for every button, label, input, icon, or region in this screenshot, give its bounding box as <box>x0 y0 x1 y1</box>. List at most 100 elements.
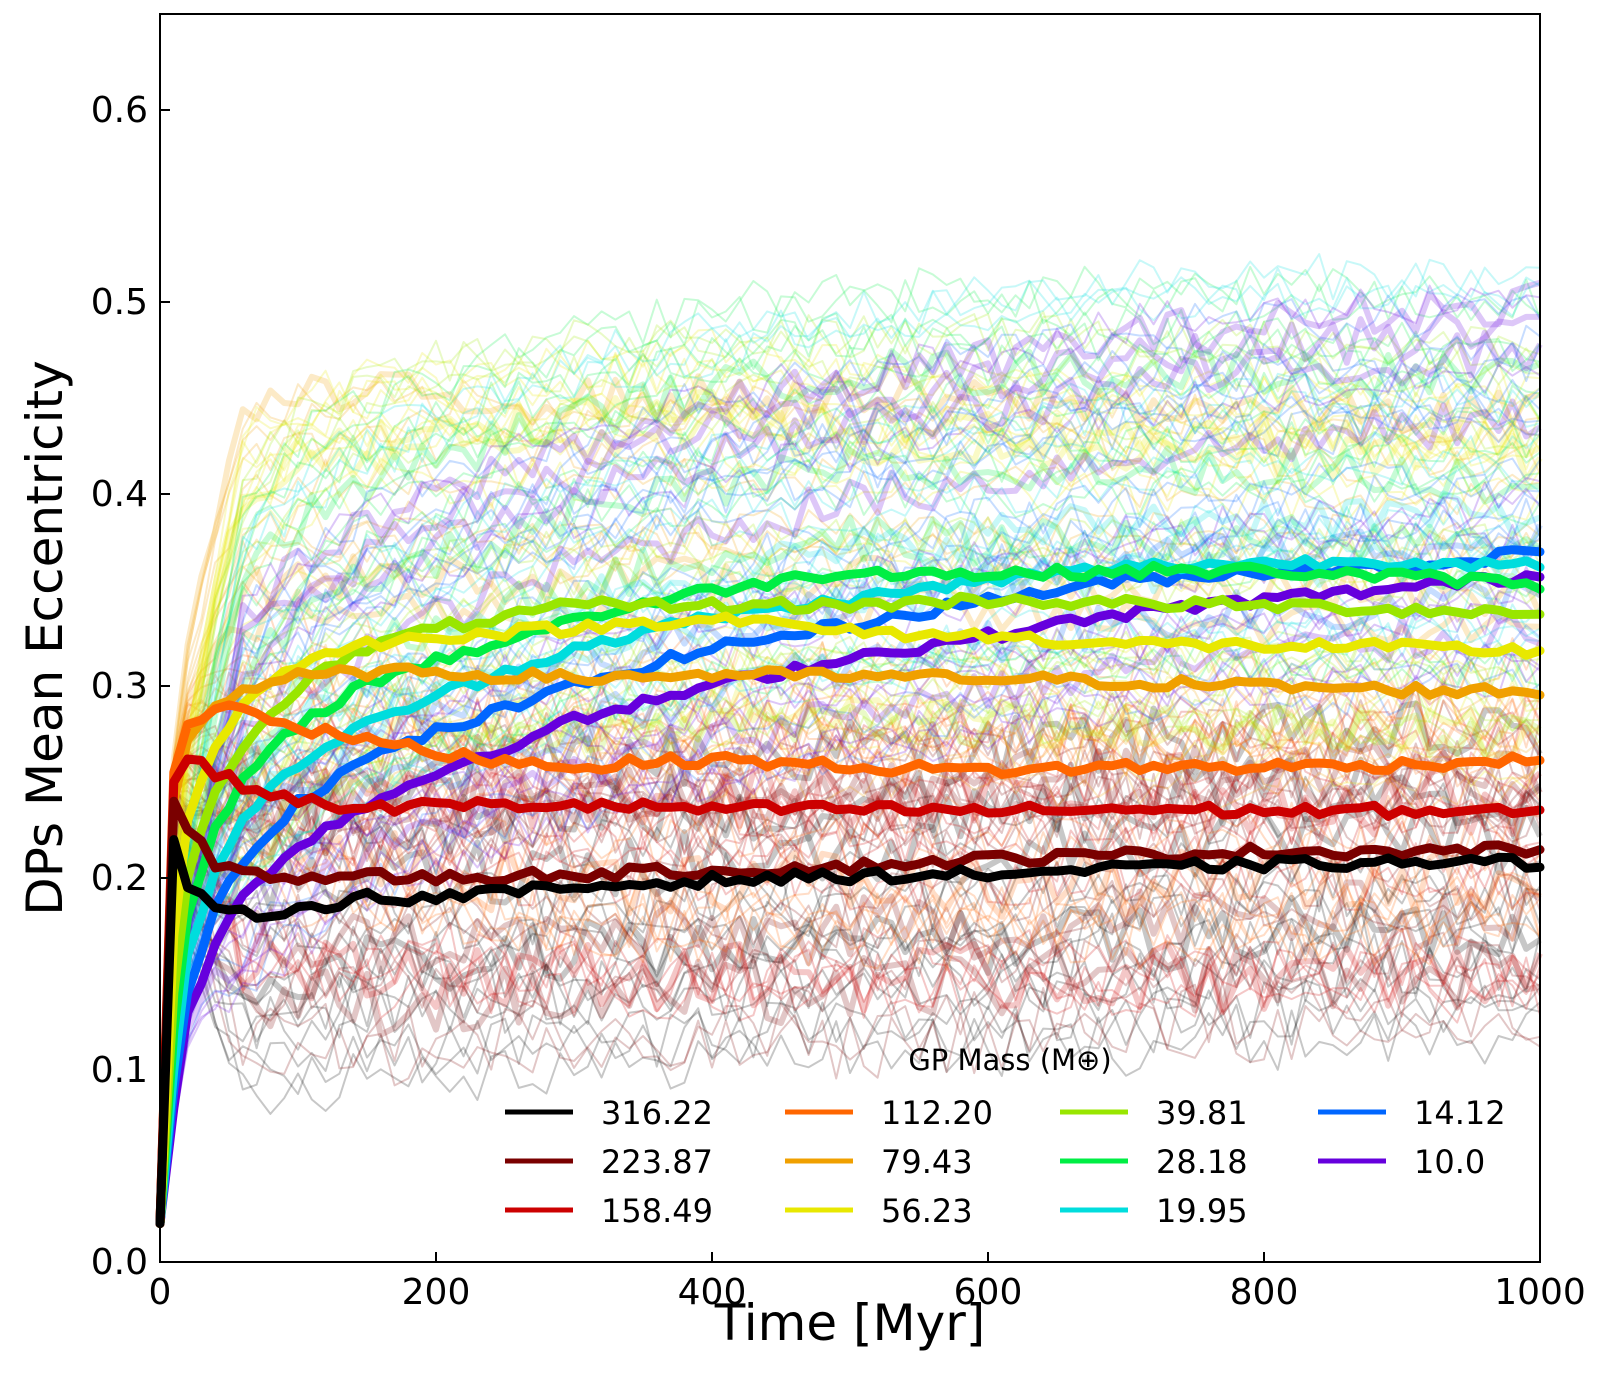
background-run-line <box>159 716 1541 1224</box>
mean-line-39.81 <box>155 591 1545 1229</box>
background-run-line <box>159 807 1541 1224</box>
background-run-line <box>157 309 1540 1224</box>
background-run-line <box>157 804 1543 1224</box>
background-run-line <box>157 613 1542 1224</box>
background-run-line <box>159 517 1541 1224</box>
background-run-line <box>159 428 1541 1224</box>
background-run-line <box>159 421 1541 1224</box>
legend-label: 223.87 <box>601 1143 713 1181</box>
background-run-line <box>159 854 1541 1224</box>
background-run-line <box>159 372 1541 1224</box>
background-run-line <box>159 843 1541 1224</box>
background-run-line <box>159 403 1541 1224</box>
background-run-line <box>157 445 1541 1224</box>
legend-title: GP Mass (M⊕) <box>908 1043 1111 1077</box>
background-run-line <box>159 341 1541 1224</box>
legend-label: 28.18 <box>1156 1143 1248 1181</box>
background-run-line <box>159 642 1541 1224</box>
y-tick-label: 0.5 <box>91 282 148 323</box>
background-run-line <box>159 662 1541 1224</box>
mean-line-158.49 <box>155 754 1545 1229</box>
legend-label: 112.20 <box>881 1094 993 1132</box>
background-run-line <box>159 556 1541 1224</box>
background-run-line <box>159 770 1541 1224</box>
background-run-line <box>159 457 1541 1224</box>
legend-label: 14.12 <box>1414 1094 1506 1132</box>
legend-label: 316.22 <box>601 1094 713 1132</box>
background-run-line <box>159 390 1541 1224</box>
legend-label: 39.81 <box>1156 1094 1248 1132</box>
background-run-line <box>159 813 1541 1224</box>
background-run-line <box>159 386 1541 1224</box>
background-run-line <box>159 293 1541 1224</box>
background-run-line <box>159 624 1541 1224</box>
background-run-line <box>159 694 1540 1224</box>
background-run-line <box>159 812 1541 1224</box>
background-run-line <box>159 522 1541 1224</box>
background-run-line <box>159 386 1541 1224</box>
background-run-line <box>159 649 1541 1224</box>
background-run-line <box>159 864 1541 1224</box>
background-run-line <box>159 401 1541 1224</box>
background-run-line <box>159 384 1541 1224</box>
y-tick-label: 0.3 <box>91 666 148 707</box>
y-tick-label: 0.4 <box>91 474 148 515</box>
background-run-line <box>159 379 1541 1224</box>
background-run-line <box>159 456 1541 1224</box>
background-run-line <box>159 281 1541 1224</box>
background-run-line <box>159 805 1541 1224</box>
mean-line-79.43 <box>155 662 1545 1229</box>
background-run-line <box>159 719 1541 1224</box>
mean-line-28.18 <box>155 560 1545 1229</box>
background-run-line <box>159 346 1541 1224</box>
background-run-line <box>157 405 1543 1224</box>
background-run-line <box>159 626 1541 1224</box>
background-run-line <box>159 425 1541 1224</box>
y-tick-label: 0.0 <box>91 1242 148 1283</box>
background-run-line <box>159 659 1541 1224</box>
background-run-line <box>157 824 1541 1224</box>
background-run-line <box>159 328 1541 1224</box>
legend-label: 56.23 <box>881 1192 973 1230</box>
background-run-line <box>159 359 1541 1224</box>
background-run-line <box>159 759 1541 1224</box>
background-run-line <box>159 866 1541 1224</box>
background-run-line <box>157 808 1542 1224</box>
background-run-line <box>159 677 1541 1224</box>
background-run-line <box>157 698 1542 1224</box>
legend: GP Mass (M⊕) 316.22 223.87 158.49 112.20 79.… <box>505 1043 1506 1230</box>
background-run-line <box>159 477 1541 1224</box>
x-tick-label: 0 <box>149 1272 172 1313</box>
x-tick-label: 400 <box>678 1272 747 1313</box>
x-tick-label: 800 <box>1230 1272 1299 1313</box>
x-tick-label: 1000 <box>1494 1272 1586 1313</box>
background-run-line <box>159 652 1541 1224</box>
background-run-line <box>157 348 1542 1224</box>
mean-line-112.20 <box>155 700 1545 1229</box>
background-run-line <box>159 409 1541 1224</box>
y-axis-title: DPs Mean Eccentricity <box>16 360 74 916</box>
y-tick-label: 0.2 <box>91 858 148 899</box>
mean-line-223.87 <box>155 796 1545 1229</box>
background-run-line <box>159 588 1541 1224</box>
background-run-line <box>159 858 1541 1224</box>
background-run-line <box>159 371 1541 1224</box>
legend-label: 19.95 <box>1156 1192 1248 1230</box>
background-run-line <box>159 638 1541 1224</box>
background-run-line <box>159 811 1541 1224</box>
background-run-line <box>159 775 1541 1224</box>
background-run-line <box>159 785 1541 1224</box>
background-run-line <box>159 317 1541 1224</box>
background-run-line <box>157 279 1541 1224</box>
background-run-line <box>159 500 1541 1224</box>
background-run-line <box>159 395 1541 1224</box>
background-run-line <box>159 851 1541 1224</box>
background-run-line <box>159 388 1541 1224</box>
background-run-line <box>159 366 1541 1224</box>
background-run-line <box>159 343 1541 1224</box>
background-run-line <box>157 808 1543 1224</box>
background-run-line <box>159 829 1541 1224</box>
background-run-line <box>159 253 1541 1224</box>
